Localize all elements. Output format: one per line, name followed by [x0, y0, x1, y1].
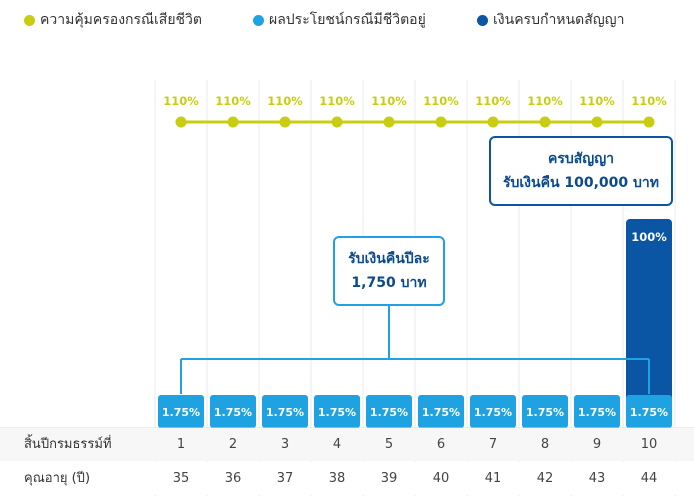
- death-coverage-label: 110%: [371, 94, 407, 108]
- death-coverage-label: 110%: [579, 94, 615, 108]
- death-coverage-point: [591, 116, 603, 128]
- policy-year-row: สิ้นปีกรมธรรม์ที่ 1 2 3 4 5 6 7 8 9 10: [0, 428, 694, 461]
- legend-item-maturity-benefit: เงินครบกำหนดสัญญา: [477, 9, 624, 31]
- age-cell: 43: [588, 471, 606, 486]
- death-coverage-label: 110%: [527, 94, 563, 108]
- age-label: คุณอายุ (ปี): [24, 471, 91, 486]
- death-coverage-point: [643, 116, 655, 128]
- annual-return-label: 1.75%: [370, 406, 408, 419]
- legend-dot-icon: [253, 14, 264, 26]
- annual-return-bar: [210, 395, 256, 428]
- maturity-callout: ครบสัญญา รับเงินคืน 100,000 บาท: [489, 136, 673, 206]
- death-coverage-point: [487, 116, 499, 128]
- annual-return-label: 1.75%: [318, 406, 356, 419]
- legend-item-living-benefit: ผลประโยชน์กรณีมีชีวิตอยู่: [253, 9, 426, 31]
- annual-return-label: 1.75%: [266, 406, 304, 419]
- annual-return-label: 1.75%: [578, 406, 616, 419]
- policy-year-cell: 5: [384, 437, 394, 452]
- legend-label: เงินครบกำหนดสัญญา: [493, 12, 625, 28]
- death-coverage-point: [175, 116, 187, 128]
- death-coverage-point: [539, 116, 551, 128]
- annual-return-label: 1.75%: [526, 406, 564, 419]
- annual-return-bar: [366, 395, 412, 428]
- policy-year-cell: 4: [332, 437, 342, 452]
- death-coverage-point: [331, 116, 343, 128]
- policy-year-cell: 2: [228, 437, 238, 452]
- age-cell: 39: [380, 471, 398, 486]
- policy-year-cell: 1: [176, 437, 186, 452]
- death-coverage-label: 110%: [631, 94, 667, 108]
- death-coverage-point: [227, 116, 239, 128]
- death-coverage-point: [279, 116, 291, 128]
- policy-year-cell: 6: [436, 437, 446, 452]
- maturity-bar-label: 100%: [631, 230, 667, 244]
- annual-return-callout: รับเงินคืนปีละ 1,750 บาท: [333, 236, 445, 306]
- annual-return-bar: [626, 395, 672, 428]
- legend-item-death-coverage: ความคุ้มครองกรณีเสียชีวิต: [24, 9, 202, 31]
- age-row: คุณอายุ (ปี) 35 36 37 38 39 40 41 42 43 …: [0, 462, 694, 495]
- maturity-bar: [626, 219, 672, 421]
- maturity-callout-amount: รับเงินคืน 100,000 บาท: [502, 175, 660, 191]
- age-cell: 35: [172, 471, 190, 486]
- annual-return-bar: [314, 395, 360, 428]
- death-coverage-label: 110%: [319, 94, 355, 108]
- policy-year-cell: 10: [640, 437, 658, 452]
- annual-return-label: 1.75%: [630, 406, 668, 419]
- death-coverage-point: [383, 116, 395, 128]
- age-cell: 40: [432, 471, 450, 486]
- death-coverage-label: 110%: [163, 94, 199, 108]
- policy-year-cell: 3: [280, 437, 290, 452]
- legend-label: ผลประโยชน์กรณีมีชีวิตอยู่: [269, 12, 426, 28]
- age-cell: 37: [276, 471, 294, 486]
- annual-return-bar: [158, 395, 204, 428]
- policy-year-label: สิ้นปีกรมธรรม์ที่: [24, 437, 112, 452]
- annual-return-label: 1.75%: [422, 406, 460, 419]
- policy-year-cell: 7: [488, 437, 498, 452]
- annual-return-bar: [262, 395, 308, 428]
- annual-return-bar: [574, 395, 620, 428]
- annual-return-bar: [418, 395, 464, 428]
- age-cell: 41: [484, 471, 502, 486]
- age-cell: 38: [328, 471, 346, 486]
- age-cell: 42: [536, 471, 554, 486]
- legend-label: ความคุ้มครองกรณีเสียชีวิต: [40, 12, 203, 28]
- death-coverage-label: 110%: [267, 94, 303, 108]
- legend-dot-icon: [24, 14, 35, 26]
- age-cell: 44: [640, 471, 658, 486]
- death-coverage-label: 110%: [423, 94, 459, 108]
- annual-return-bar: [522, 395, 568, 428]
- death-coverage-point: [435, 116, 447, 128]
- chart-legend: ความคุ้มครองกรณีเสียชีวิต ผลประโยชน์กรณี…: [0, 0, 694, 40]
- age-cell: 36: [224, 471, 242, 486]
- death-coverage-label: 110%: [475, 94, 511, 108]
- annual-return-label: 1.75%: [162, 406, 200, 419]
- maturity-callout-title: ครบสัญญา: [547, 151, 615, 167]
- policy-year-cell: 8: [540, 437, 550, 452]
- legend-dot-icon: [477, 14, 488, 26]
- annual-return-callout-amount: 1,750 บาท: [351, 275, 427, 291]
- policy-year-cell: 9: [592, 437, 602, 452]
- annual-return-label: 1.75%: [474, 406, 512, 419]
- annual-return-bar: [470, 395, 516, 428]
- death-coverage-label: 110%: [215, 94, 251, 108]
- annual-return-callout-title: รับเงินคืนปีละ: [348, 251, 430, 267]
- annual-return-label: 1.75%: [214, 406, 252, 419]
